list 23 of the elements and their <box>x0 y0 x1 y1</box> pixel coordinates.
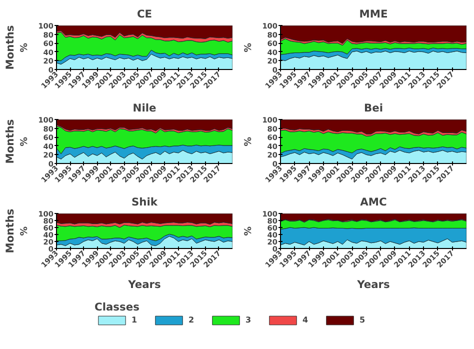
text: Months <box>4 119 16 164</box>
chart-title: AMC <box>360 196 388 208</box>
chart-title: CE <box>136 8 152 20</box>
x-axis-title: Years <box>356 278 390 292</box>
x-axis-title: Years <box>127 278 161 292</box>
text: Months <box>4 25 16 70</box>
y-axis-title: % <box>243 226 254 236</box>
y-axis-title: % <box>19 42 30 52</box>
chart-title: MME <box>359 8 388 20</box>
y-axis-title: % <box>19 136 30 146</box>
y-axis-title: % <box>19 226 30 236</box>
text: Months <box>4 208 16 254</box>
chart-title: Bei <box>364 102 384 114</box>
y-axis-title: % <box>243 136 254 146</box>
legend-label: 3 <box>246 315 252 324</box>
legend-title: Classes <box>94 300 140 314</box>
y-axis-title: % <box>243 42 254 52</box>
legend-label: 2 <box>188 315 196 324</box>
legend-label: 1 <box>132 315 138 324</box>
legend-label: 4 <box>302 315 310 324</box>
legend-label: 5 <box>360 315 366 324</box>
chart-title: Shik <box>132 196 158 208</box>
chart-title: Nile <box>132 102 156 114</box>
